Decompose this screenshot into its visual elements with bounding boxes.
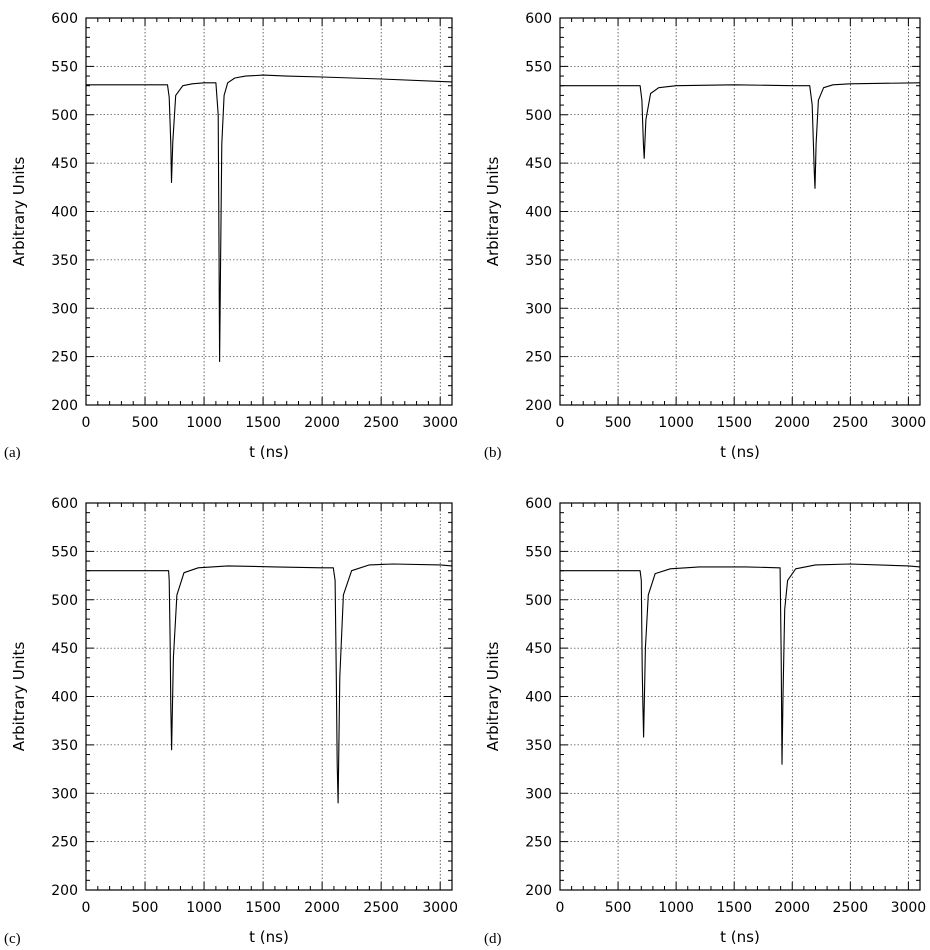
y-tick-label: 350	[51, 253, 78, 269]
y-tick-label: 400	[51, 205, 78, 221]
x-tick-label: 500	[132, 415, 159, 431]
chart-panel-b: 0 500 1000 1500 2000 2500 3000 200 250 300 350 400 4…	[484, 11, 926, 461]
x-tick-label: 0	[556, 900, 565, 916]
x-tick-label: 2500	[833, 415, 869, 431]
signal-trace	[86, 74, 453, 363]
y-tick-label: 300	[51, 301, 78, 317]
x-tick-label: 500	[132, 900, 159, 916]
x-tick-label: 500	[605, 415, 632, 431]
signal-trace	[560, 563, 921, 765]
y-tick-label: 400	[51, 690, 78, 706]
chart-panel-d: 0 500 1000 1500 2000 2500 3000 200 250 300 350 400 4…	[484, 496, 926, 947]
x-tick-label: 1500	[245, 900, 281, 916]
y-tick-label: 500	[525, 593, 552, 609]
x-tick-label: 3000	[891, 415, 927, 431]
y-tick-label: 200	[51, 883, 78, 899]
y-tick-label: 300	[51, 786, 78, 802]
y-tick-label: 250	[525, 350, 552, 366]
y-tick-label: 250	[525, 835, 552, 851]
y-tick-label: 500	[51, 108, 78, 124]
y-tick-label: 500	[51, 593, 78, 609]
plot-frame	[85, 502, 453, 891]
y-tick-label: 600	[525, 496, 552, 512]
x-tick-label: 2000	[304, 415, 340, 431]
y-tick-label: 250	[51, 835, 78, 851]
y-tick-label: 550	[51, 544, 78, 560]
y-tick-label: 400	[525, 690, 552, 706]
signal-trace	[86, 563, 453, 804]
y-tick-label: 200	[525, 398, 552, 414]
x-axis-title: t (ns)	[249, 928, 289, 946]
x-tick-label: 1000	[658, 900, 694, 916]
x-axis-title: t (ns)	[720, 443, 760, 461]
x-tick-label: 2000	[774, 415, 810, 431]
x-tick-label: 3000	[422, 900, 458, 916]
x-tick-label: 2000	[304, 900, 340, 916]
y-tick-label: 600	[51, 496, 78, 512]
y-tick-label: 600	[51, 11, 78, 27]
x-tick-label: 2500	[363, 900, 399, 916]
x-tick-label: 0	[556, 415, 565, 431]
y-tick-label: 350	[525, 253, 552, 269]
x-tick-label: 1500	[245, 415, 281, 431]
plot-frame	[85, 17, 453, 406]
y-axis-title: Arbitrary Units	[484, 642, 502, 752]
y-tick-label: 600	[525, 11, 552, 27]
x-axis-title: t (ns)	[720, 928, 760, 946]
y-tick-label: 300	[525, 786, 552, 802]
x-tick-label: 1000	[186, 900, 222, 916]
x-tick-label: 2500	[833, 900, 869, 916]
y-tick-label: 450	[51, 156, 78, 172]
x-tick-label: 1000	[186, 415, 222, 431]
y-tick-label: 350	[525, 738, 552, 754]
panel-label-c: (c)	[4, 931, 21, 947]
y-tick-label: 350	[51, 738, 78, 754]
chart-panel-c: 0 500 1000 1500 2000 2500 3000 200 250 300 350 400 4…	[4, 496, 458, 947]
x-tick-label: 2000	[774, 900, 810, 916]
signal-trace	[560, 82, 921, 189]
y-tick-label: 550	[525, 544, 552, 560]
x-tick-label: 2500	[363, 415, 399, 431]
chart-panel-a: 0 500 1000 1500 2000 2500 3000 200 250 300 350 400 4…	[4, 11, 458, 461]
panel-label-d: (d)	[484, 931, 502, 947]
plot-frame	[559, 17, 921, 406]
x-tick-label: 0	[82, 900, 91, 916]
y-axis-title: Arbitrary Units	[484, 157, 502, 267]
y-tick-label: 550	[51, 59, 78, 75]
y-tick-label: 450	[525, 156, 552, 172]
x-tick-label: 0	[82, 415, 91, 431]
x-tick-label: 3000	[891, 900, 927, 916]
y-tick-label: 300	[525, 301, 552, 317]
x-tick-label: 3000	[422, 415, 458, 431]
panel-label-a: (a)	[4, 445, 21, 461]
y-tick-label: 500	[525, 108, 552, 124]
y-tick-label: 200	[51, 398, 78, 414]
x-tick-label: 1500	[716, 415, 752, 431]
panel-label-b: (b)	[484, 445, 502, 461]
y-axis-title: Arbitrary Units	[10, 157, 28, 267]
x-tick-label: 1500	[716, 900, 752, 916]
y-tick-label: 200	[525, 883, 552, 899]
y-tick-label: 400	[525, 205, 552, 221]
y-tick-label: 450	[525, 641, 552, 657]
x-axis-title: t (ns)	[249, 443, 289, 461]
plot-frame	[559, 502, 921, 891]
x-tick-label: 1000	[658, 415, 694, 431]
y-tick-label: 250	[51, 350, 78, 366]
y-tick-label: 550	[525, 59, 552, 75]
y-axis-title: Arbitrary Units	[10, 642, 28, 752]
y-tick-label: 450	[51, 641, 78, 657]
x-tick-label: 500	[605, 900, 632, 916]
